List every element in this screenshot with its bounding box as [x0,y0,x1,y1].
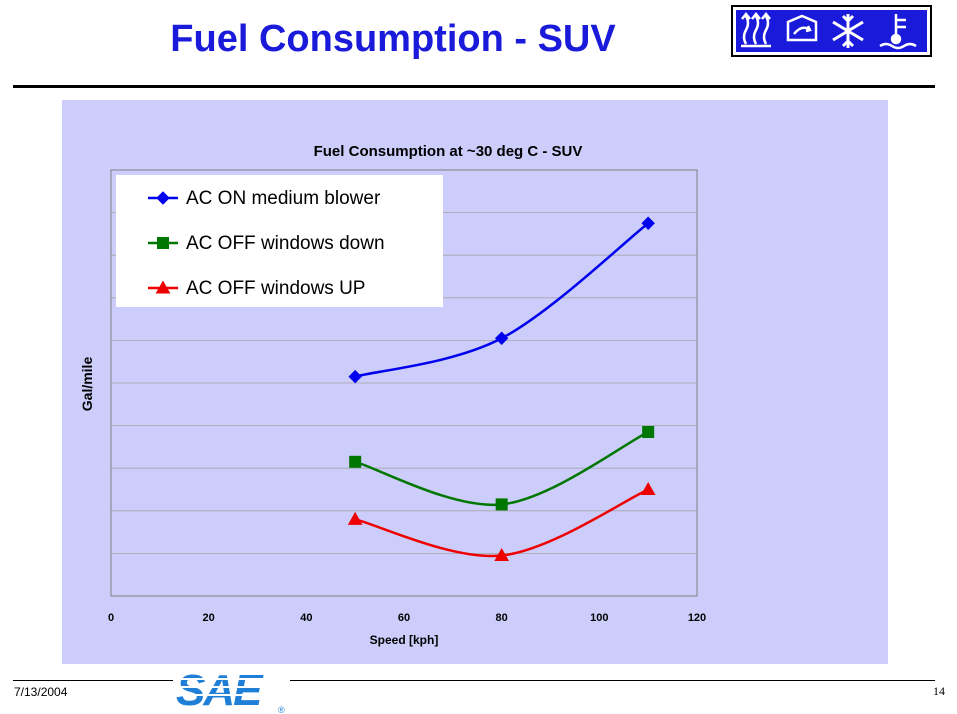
series [349,425,655,511]
data-point [640,481,656,495]
legend: AC ON medium blower AC OFF windows down AC… [116,175,443,307]
registered-mark: ® [278,705,285,714]
fuel-consumption-chart: 0 20 40 60 80 100 120 Fuel Consumption at ~30 … [79,143,706,647]
series [348,216,655,384]
data-point [494,331,509,345]
x-tick-label: 60 [398,612,410,624]
snowflake-icon [832,14,864,48]
legend-label: AC OFF windows down [186,233,385,254]
data-point [641,216,655,230]
title-divider [13,85,935,88]
legend-item: AC OFF windows UP [148,278,365,299]
recirculation-icon [786,14,818,42]
x-tick-label: 40 [300,612,312,624]
x-tick-label: 100 [590,612,608,624]
legend-label: AC ON medium blower [186,188,381,209]
series [347,481,656,562]
data-point [642,425,655,438]
heat-waves-icon [741,11,771,48]
footer-divider-right [290,680,935,681]
legend-marker [157,237,169,249]
data-point [349,455,362,468]
chart-title: Fuel Consumption at ~30 deg C - SUV [314,143,583,160]
x-tick-label: 0 [108,612,114,624]
page-number: 14 [933,684,945,698]
y-axis-label: Gal/mile [79,357,95,412]
coolant-temperature-icon [879,14,917,50]
hvac-logo [731,5,932,57]
series-layer [347,216,656,562]
legend-item: AC ON medium blower [148,188,381,209]
legend-marker [155,280,171,294]
data-point [495,498,508,511]
x-tick-label: 20 [203,612,215,624]
x-tick-label: 80 [496,612,508,624]
data-point [494,548,510,562]
x-tick-labels: 0 20 40 60 80 100 120 [108,612,706,624]
x-tick-label: 120 [688,612,706,624]
slide-title: Fuel Consumption - SUV [170,18,616,60]
x-axis-label: Speed [kph] [370,633,439,647]
plot-area [110,169,698,597]
footer-date: 7/13/2004 [14,685,68,699]
sae-logo: SAE ® [172,666,285,714]
legend-marker [156,191,170,205]
legend-item: AC OFF windows down [148,233,385,254]
data-point [347,511,363,525]
data-point [348,369,362,384]
chart-panel: 0 20 40 60 80 100 120 Fuel Consumption at ~30 … [62,100,888,664]
footer-divider-left [13,680,173,681]
sae-logo-text: SAE [176,666,264,714]
legend-label: AC OFF windows UP [186,278,365,299]
